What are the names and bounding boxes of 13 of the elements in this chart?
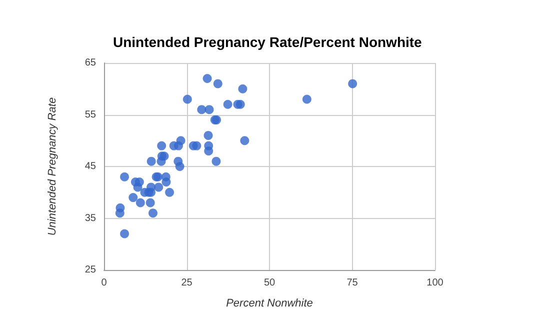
y-tick-label: 25	[84, 264, 96, 276]
x-axis-title: Percent Nonwhite	[226, 298, 313, 310]
y-axis-title: Unintended Pregnancy Rate	[46, 97, 58, 236]
x-tick-label: 75	[346, 278, 358, 288]
y-tick-label: 65	[84, 58, 96, 68]
y-tick-label: 35	[84, 212, 96, 224]
chart-title: Unintended Pregnancy Rate/Percent Nonwhite	[113, 34, 422, 50]
y-tick-label: 45	[84, 161, 96, 172]
x-tick-label: 50	[264, 278, 276, 288]
x-tick-label: 25	[181, 278, 193, 288]
x-tick-label: 100	[426, 278, 444, 288]
x-tick-label: 0	[101, 278, 108, 288]
y-tick-label: 55	[84, 109, 96, 120]
